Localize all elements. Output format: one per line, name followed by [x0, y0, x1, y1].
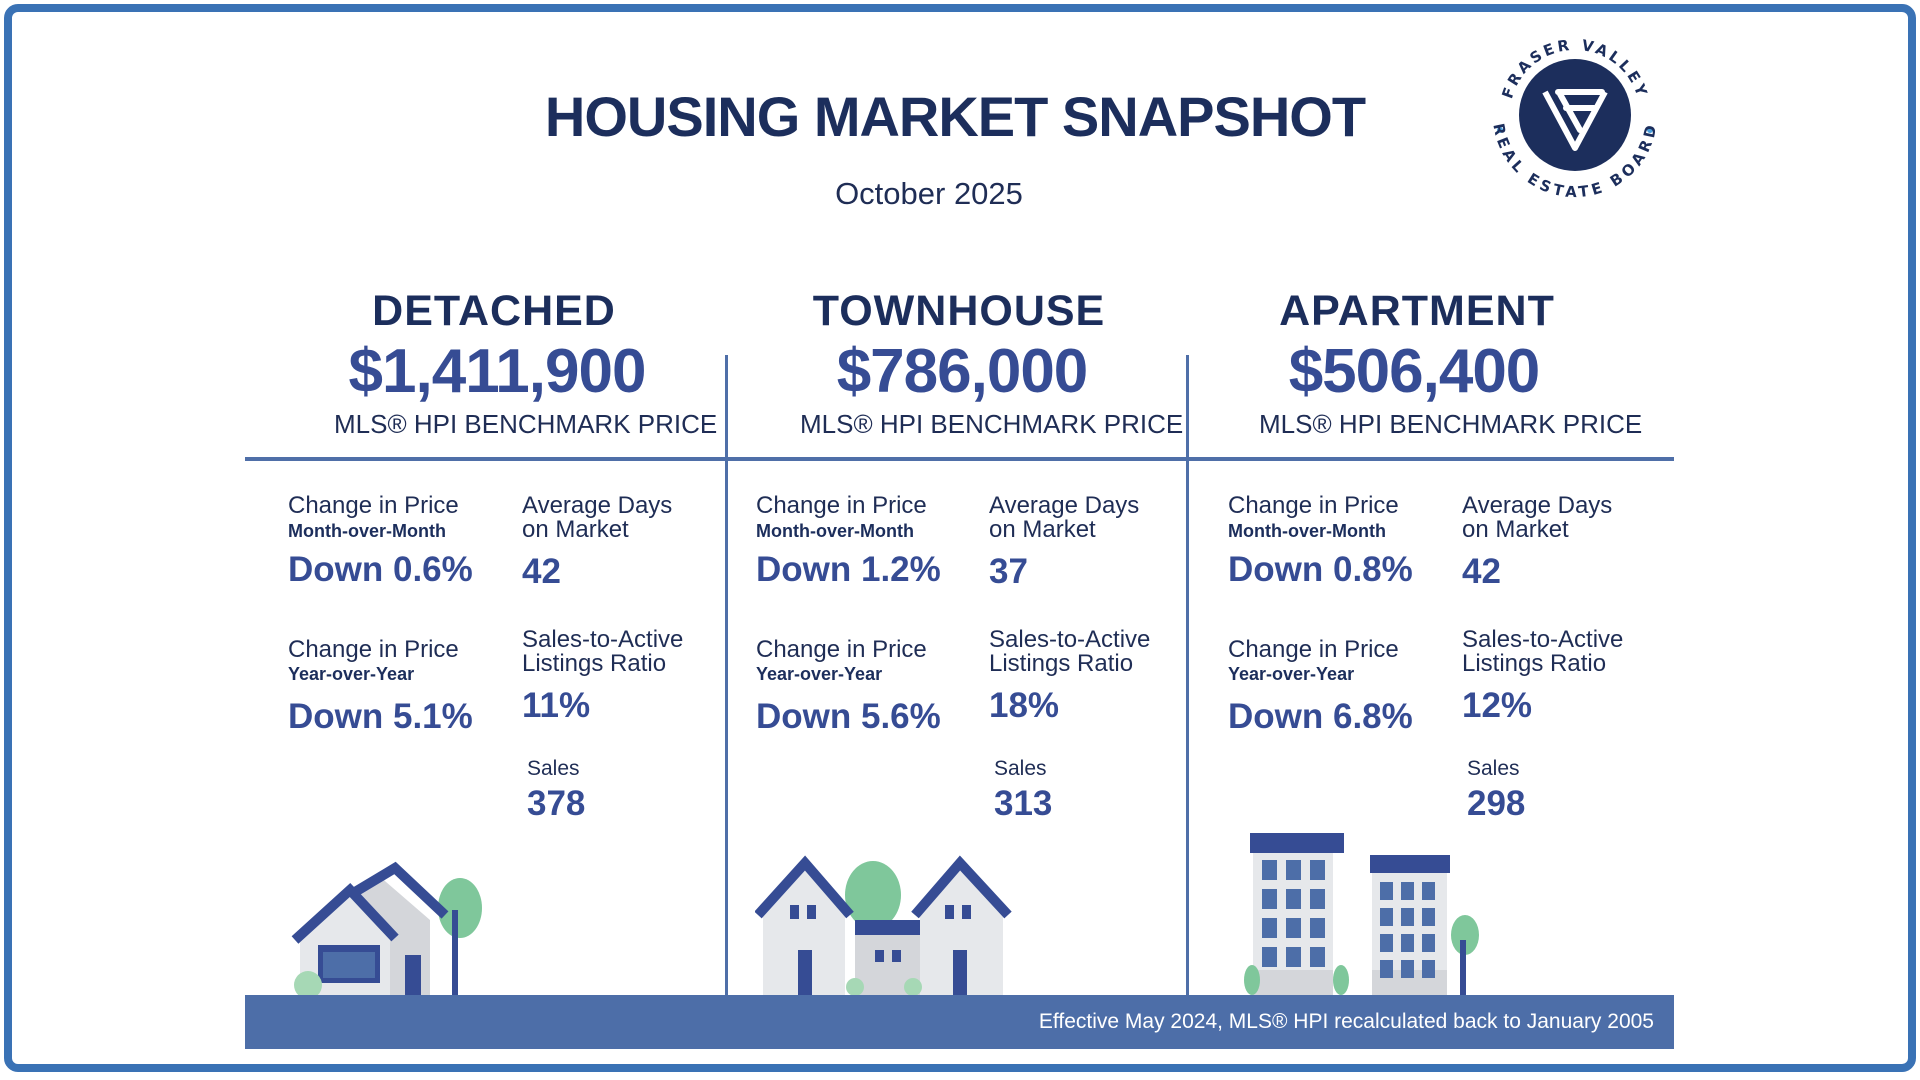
snapshot-frame — [4, 4, 1916, 1072]
townhouse-illustration — [755, 855, 1012, 995]
window — [1310, 918, 1325, 938]
mom-value: Down 1.2% — [756, 550, 941, 589]
benchmark-price: $1,411,900 — [348, 337, 647, 406]
mom-value: Down 0.6% — [288, 550, 473, 589]
yoy-value: Down 5.1% — [288, 697, 473, 736]
benchmark-price-label: MLS® HPI BENCHMARK PRICE — [334, 409, 718, 439]
sal-value: 11% — [522, 686, 591, 725]
sal-label: Sales-to-Active — [522, 626, 684, 653]
window — [1310, 860, 1325, 880]
yoy-value: Down 5.6% — [756, 697, 941, 736]
footer-banner: Effective May 2024, MLS® HPI recalculate… — [245, 995, 1674, 1049]
window — [1401, 908, 1414, 926]
column-divider — [1186, 355, 1189, 995]
window — [1380, 960, 1393, 978]
sal-label: Sales-to-Active — [1462, 626, 1624, 653]
dom-label: on Market — [522, 516, 629, 543]
window — [1422, 908, 1435, 926]
window — [1286, 860, 1301, 880]
header-rule — [245, 457, 1674, 461]
fvreb-logo: FRASER VALLEY REAL ESTATE BOARD — [1490, 36, 1659, 200]
window — [1422, 934, 1435, 952]
mom-sublabel: Month-over-Month — [1228, 521, 1386, 541]
sal-value: 12% — [1462, 686, 1533, 725]
sal-label: Listings Ratio — [1462, 650, 1607, 677]
category-title: DETACHED — [372, 287, 616, 335]
sales-label: Sales — [1467, 757, 1520, 780]
category-title: TOWNHOUSE — [812, 287, 1106, 335]
apartment-illustration — [1244, 833, 1479, 995]
column-divider — [725, 355, 728, 995]
window — [1401, 960, 1414, 978]
yoy-sublabel: Year-over-Year — [756, 664, 883, 684]
window — [1380, 934, 1393, 952]
dom-label: on Market — [1462, 516, 1569, 543]
window — [1380, 882, 1393, 900]
benchmark-price-label: MLS® HPI BENCHMARK PRICE — [1259, 409, 1643, 439]
yoy-label: Change in Price — [756, 636, 927, 663]
yoy-label: Change in Price — [288, 636, 459, 663]
sales-value: 298 — [1467, 784, 1526, 823]
dom-value: 37 — [989, 552, 1028, 591]
window — [1286, 947, 1301, 967]
sal-label: Sales-to-Active — [989, 626, 1151, 653]
dom-label: Average Days — [1462, 492, 1613, 519]
sal-value: 18% — [989, 686, 1060, 725]
window — [1380, 908, 1393, 926]
mom-label: Change in Price — [756, 492, 927, 519]
window — [1310, 947, 1325, 967]
sal-label: Listings Ratio — [522, 650, 667, 677]
sales-label: Sales — [527, 757, 580, 780]
window — [1422, 960, 1435, 978]
footer-note: Effective May 2024, MLS® HPI recalculate… — [1038, 1010, 1654, 1033]
window — [1286, 889, 1301, 909]
yoy-label: Change in Price — [1228, 636, 1399, 663]
report-date: October 2025 — [835, 176, 1023, 211]
window — [1262, 889, 1277, 909]
benchmark-price-label: MLS® HPI BENCHMARK PRICE — [800, 409, 1184, 439]
window — [1310, 889, 1325, 909]
mom-label: Change in Price — [288, 492, 459, 519]
dom-label: Average Days — [522, 492, 673, 519]
page-title: HOUSING MARKET SNAPSHOT — [544, 85, 1366, 148]
yoy-sublabel: Year-over-Year — [1228, 664, 1355, 684]
sales-value: 378 — [527, 784, 586, 823]
mom-sublabel: Month-over-Month — [756, 521, 914, 541]
window — [1262, 947, 1277, 967]
dom-value: 42 — [1462, 552, 1501, 591]
window — [1401, 934, 1414, 952]
dom-label: Average Days — [989, 492, 1140, 519]
yoy-value: Down 6.8% — [1228, 697, 1413, 736]
window — [1286, 918, 1301, 938]
sal-label: Listings Ratio — [989, 650, 1134, 677]
mom-value: Down 0.8% — [1228, 550, 1413, 589]
category-title: APARTMENT — [1279, 287, 1555, 335]
sales-label: Sales — [994, 757, 1047, 780]
dom-value: 42 — [522, 552, 561, 591]
window — [1262, 860, 1277, 880]
window — [1422, 882, 1435, 900]
sales-value: 313 — [994, 784, 1053, 823]
yoy-sublabel: Year-over-Year — [288, 664, 415, 684]
benchmark-price: $786,000 — [836, 337, 1089, 406]
mom-sublabel: Month-over-Month — [288, 521, 446, 541]
mom-label: Change in Price — [1228, 492, 1399, 519]
dom-label: on Market — [989, 516, 1096, 543]
window — [1401, 882, 1414, 900]
benchmark-price: $506,400 — [1288, 337, 1541, 406]
window — [1262, 918, 1277, 938]
detached-house-illustration — [291, 861, 482, 995]
